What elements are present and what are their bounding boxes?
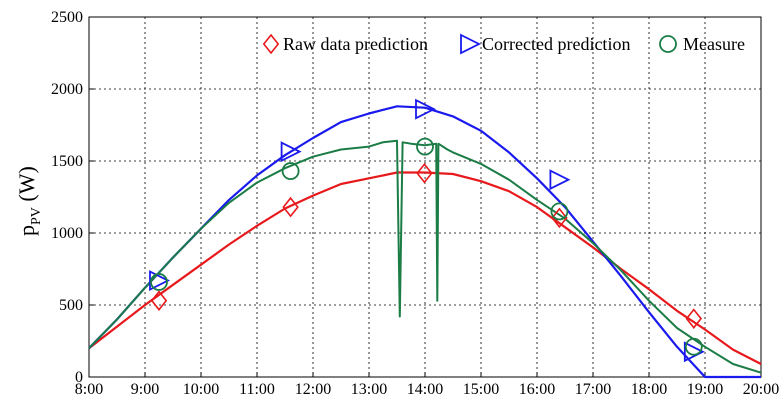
x-tick-label: 14:00	[407, 381, 443, 397]
x-tick-label: 16:00	[519, 381, 555, 397]
legend-marker-diamond	[262, 33, 280, 55]
marker-circle	[416, 137, 434, 156]
marker-diamond	[150, 290, 168, 311]
x-tick-label: 12:00	[295, 381, 331, 397]
marker-triangle-right	[149, 270, 171, 291]
series-lines	[88, 105, 762, 379]
x-tick-label: 18:00	[631, 381, 667, 397]
x-tick-label: 13:00	[351, 381, 387, 397]
y-tick-label: 2000	[51, 81, 83, 98]
legend-marker-triangle-right	[460, 33, 482, 55]
marker-diamond	[282, 196, 299, 218]
x-tick-label: 11:00	[239, 381, 275, 397]
grid-lines	[89, 17, 761, 377]
y-tick-label: 1000	[51, 225, 83, 242]
y-axis-ticks: 0 500 1000 1500 2000 2500	[51, 9, 94, 386]
y-axis-label-main: p	[14, 225, 39, 236]
legend: Raw data prediction Corrected prediction M…	[262, 33, 745, 55]
series-line-diamond	[88, 171, 762, 365]
x-tick-label: 10:00	[183, 381, 219, 397]
y-axis-label-subscript: PV	[29, 207, 44, 225]
y-axis-label: pPV (W)	[14, 166, 44, 236]
marker-circle	[684, 337, 703, 356]
y-tick-label: 0	[75, 369, 83, 386]
x-tick-label: 20:00	[743, 381, 779, 397]
y-axis-label-unit: (W)	[14, 166, 39, 207]
legend-label-circle: Measure	[683, 34, 745, 54]
marker-triangle-right	[280, 141, 302, 163]
x-tick-label: 8:00	[75, 381, 103, 397]
legend-marker-circle	[659, 35, 677, 53]
series-markers	[149, 98, 705, 363]
marker-triangle-right	[549, 169, 571, 191]
marker-diamond	[685, 308, 703, 329]
marker-diamond	[416, 162, 433, 184]
y-tick-label: 2500	[51, 9, 83, 26]
y-tick-label: 1500	[51, 153, 83, 170]
y-tick-label: 500	[59, 297, 83, 314]
marker-diamond	[551, 207, 568, 229]
legend-label-triangle-right: Corrected prediction	[482, 34, 630, 54]
marker-circle	[150, 273, 168, 291]
marker-triangle-right	[683, 341, 705, 363]
series-line-circle	[88, 139, 762, 374]
x-tick-label: 9:00	[131, 381, 159, 397]
legend-label-diamond: Raw data prediction	[283, 34, 428, 54]
x-tick-label: 15:00	[463, 381, 499, 397]
x-tick-label: 17:00	[575, 381, 611, 397]
marker-circle	[550, 202, 569, 221]
x-axis-ticks: 8:00 9:00 10:00 11:00 12:00 13:00 14:00 15:00 16…	[75, 372, 779, 397]
marker-circle	[281, 162, 300, 180]
marker-triangle-right	[415, 98, 437, 120]
x-tick-label: 19:00	[687, 381, 723, 397]
